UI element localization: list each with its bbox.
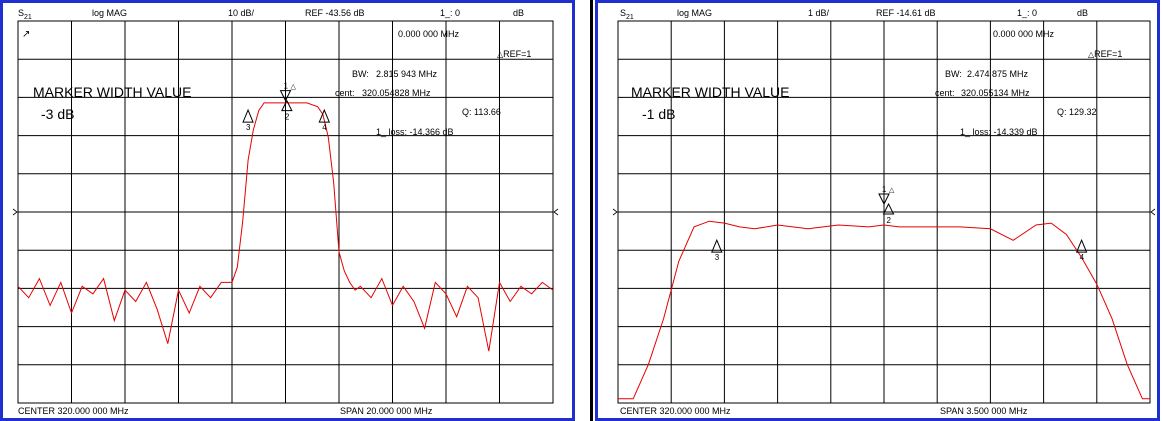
left-marker-2-symbol bbox=[281, 99, 293, 112]
right-marker-3-label: 3 bbox=[715, 253, 720, 262]
left-param-label: S21 bbox=[18, 8, 32, 21]
right-chart-svg: S21 log MAG 1 dB/ REF -14.61 dB 1_: 0 dB… bbox=[595, 0, 1160, 421]
left-marker-3-symbol bbox=[242, 108, 254, 123]
left-marker-2-label: 2 bbox=[285, 113, 290, 122]
left-marker-unit: dB bbox=[513, 8, 524, 18]
right-cent-label: cent: bbox=[935, 88, 955, 98]
left-markers-group: 1 △ 2 3 4 bbox=[242, 82, 331, 132]
right-marker-width-value: -1 dB bbox=[642, 106, 675, 122]
left-grid bbox=[12, 20, 559, 404]
left-chart-svg: S21 log MAG 10 dB/ REF -43.56 dB 1_: 0 d… bbox=[0, 0, 575, 421]
left-marker-1-label: 1 bbox=[284, 82, 289, 91]
left-ref-marker-label: △REF=1 bbox=[497, 49, 531, 59]
left-span: SPAN 20.000 000 MHz bbox=[340, 406, 433, 416]
left-format-label: log MAG bbox=[92, 8, 127, 18]
right-ref-label: REF -14.61 dB bbox=[876, 8, 936, 18]
right-panel-border bbox=[595, 0, 1160, 421]
left-scale-label: 10 dB/ bbox=[228, 8, 255, 18]
left-corner-icon: ↗ bbox=[22, 29, 30, 40]
left-marker-3-label: 3 bbox=[246, 123, 251, 132]
right-trace-group bbox=[618, 220, 1150, 400]
left-marker-width-title: MARKER WIDTH VALUE bbox=[33, 84, 191, 100]
left-marker-frequency: 0.000 000 MHz bbox=[398, 29, 460, 39]
right-ref-marker-label: △REF=1 bbox=[1088, 49, 1122, 59]
left-trace-line bbox=[17, 102, 554, 352]
left-center-frequency: CENTER 320.000 000 MHz bbox=[18, 406, 129, 416]
right-marker-1-label: 1 bbox=[882, 185, 887, 194]
right-scale-label: 1 dB/ bbox=[808, 8, 830, 18]
left-marker-1-delta-icon: △ bbox=[291, 84, 297, 91]
right-span: SPAN 3.500 000 MHz bbox=[940, 406, 1028, 416]
left-cent-value: 320.054828 MHz bbox=[362, 88, 431, 98]
right-param-label: S21 bbox=[620, 8, 634, 21]
right-markers-group: 1 △ 2 3 4 bbox=[711, 185, 1088, 262]
left-bw-label: BW: bbox=[352, 69, 369, 79]
right-marker-width-title: MARKER WIDTH VALUE bbox=[631, 84, 789, 100]
right-bw-value: 2.474 875 MHz bbox=[967, 69, 1029, 79]
right-marker-3-symbol bbox=[711, 238, 723, 253]
left-bw-value: 2.815 943 MHz bbox=[376, 69, 438, 79]
left-marker-4-label: 4 bbox=[322, 123, 327, 132]
left-cent-label: cent: bbox=[335, 88, 355, 98]
right-ref-arrow-left bbox=[612, 208, 618, 216]
left-q-value: Q: 113.66 bbox=[462, 107, 501, 117]
left-panel-border bbox=[0, 0, 575, 421]
right-cent-value: 320.055134 MHz bbox=[961, 88, 1030, 98]
right-marker-1-symbol bbox=[878, 193, 890, 206]
left-ref-arrow-left bbox=[12, 208, 18, 216]
right-marker-2-label: 2 bbox=[887, 216, 892, 225]
panel-separator bbox=[577, 0, 595, 421]
left-loss-value: 1_ loss: -14.366 dB bbox=[376, 127, 454, 137]
left-ref-arrow-right bbox=[553, 208, 559, 216]
left-trace-group bbox=[17, 102, 554, 352]
right-analyzer-panel: S21 log MAG 1 dB/ REF -14.61 dB 1_: 0 dB… bbox=[595, 0, 1162, 421]
right-bw-label: BW: bbox=[945, 69, 962, 79]
right-marker-4-label: 4 bbox=[1080, 253, 1085, 262]
right-center-frequency: CENTER 320.000 000 MHz bbox=[620, 406, 731, 416]
left-marker-readout: 1_: 0 bbox=[440, 8, 460, 18]
right-marker-2-symbol bbox=[882, 202, 895, 215]
right-loss-value: 1_ loss: -14.339 dB bbox=[960, 127, 1038, 137]
right-marker-readout: 1_: 0 bbox=[1017, 8, 1037, 18]
right-q-value: Q: 129.32 bbox=[1057, 107, 1097, 117]
right-marker-frequency: 0.000 000 MHz bbox=[993, 29, 1055, 39]
left-ref-label: REF -43.56 dB bbox=[305, 8, 365, 18]
left-marker-4-symbol bbox=[318, 108, 331, 123]
right-marker-unit: dB bbox=[1077, 8, 1088, 18]
separator-bar bbox=[590, 0, 593, 421]
right-ref-arrow-right bbox=[1150, 208, 1156, 216]
left-marker-width-value: -3 dB bbox=[41, 106, 74, 122]
right-marker-1-delta-icon: △ bbox=[889, 187, 895, 194]
left-analyzer-panel: S21 log MAG 10 dB/ REF -43.56 dB 1_: 0 d… bbox=[0, 0, 577, 421]
right-marker-4-symbol bbox=[1075, 238, 1088, 253]
right-trace-line bbox=[618, 220, 1150, 400]
left-marker-1-symbol bbox=[279, 90, 292, 102]
right-format-label: log MAG bbox=[677, 8, 712, 18]
right-grid bbox=[612, 20, 1156, 404]
